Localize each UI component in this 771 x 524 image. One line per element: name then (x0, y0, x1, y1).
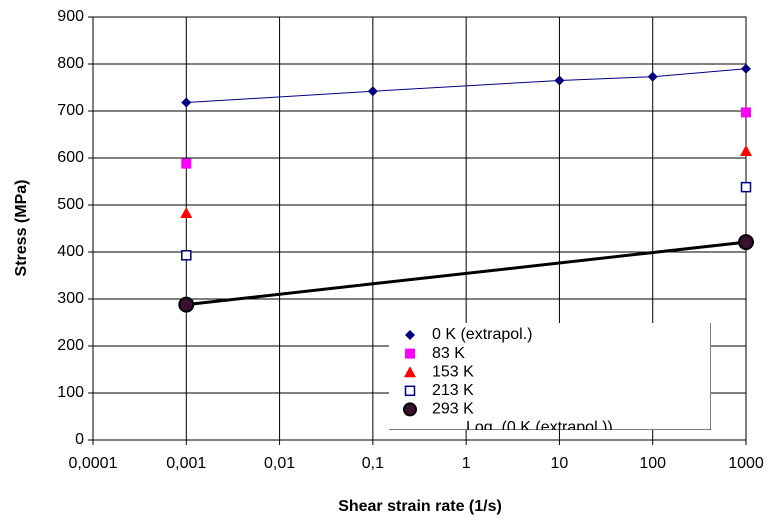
legend-marker (403, 402, 417, 417)
y-tick-label: 600 (57, 149, 84, 166)
x-tick-label: 1000 (728, 455, 764, 472)
marker (181, 250, 192, 261)
x-axis-title: Shear strain rate (1/s) (338, 498, 502, 515)
marker (740, 144, 752, 156)
marker (740, 181, 752, 193)
marker (741, 63, 751, 74)
x-tick-label: 0,001 (166, 455, 206, 472)
x-tick-label: 1 (462, 455, 471, 472)
x-tick-label: 10 (551, 455, 569, 472)
series-line (186, 240, 747, 307)
y-tick-label: 800 (57, 55, 84, 72)
y-tick-label: 300 (57, 290, 84, 307)
plot-border (92, 16, 747, 441)
legend-label: 0 K (extrapol.) (432, 326, 532, 343)
legend-label: 153 K (432, 363, 474, 380)
x-tick-label: 0,0001 (69, 455, 118, 472)
y-axis-title: Stress (MPa) (13, 180, 30, 277)
marker (738, 234, 754, 251)
marker (181, 158, 192, 169)
marker (178, 296, 195, 313)
marker (180, 206, 193, 218)
marker (367, 86, 378, 97)
y-tick-label: 0 (75, 431, 84, 448)
legend-label: 213 K (432, 382, 474, 399)
x-tick-label: 0,01 (264, 455, 295, 472)
y-tick-label: 900 (57, 8, 84, 25)
y-tick-label: 500 (57, 196, 84, 213)
x-tick-label: 0,1 (362, 455, 384, 472)
marker (647, 71, 658, 82)
legend-label: 83 K (432, 345, 465, 362)
legend-label: 293 K (432, 401, 474, 418)
legend-marker (405, 348, 415, 359)
y-tick-label: 700 (57, 102, 84, 119)
marker (554, 75, 565, 86)
legend-marker (404, 385, 416, 397)
legend-box (389, 323, 711, 430)
legend-label: Log. (0 K (extrapol.)) (466, 419, 613, 436)
x-tick-label: 100 (639, 455, 666, 472)
marker (741, 107, 751, 118)
marker (181, 97, 192, 108)
legend-marker (404, 366, 416, 378)
y-tick-label: 400 (57, 243, 84, 260)
legend-marker (405, 330, 415, 340)
y-tick-label: 200 (57, 337, 84, 354)
y-tick-label: 100 (57, 384, 84, 401)
